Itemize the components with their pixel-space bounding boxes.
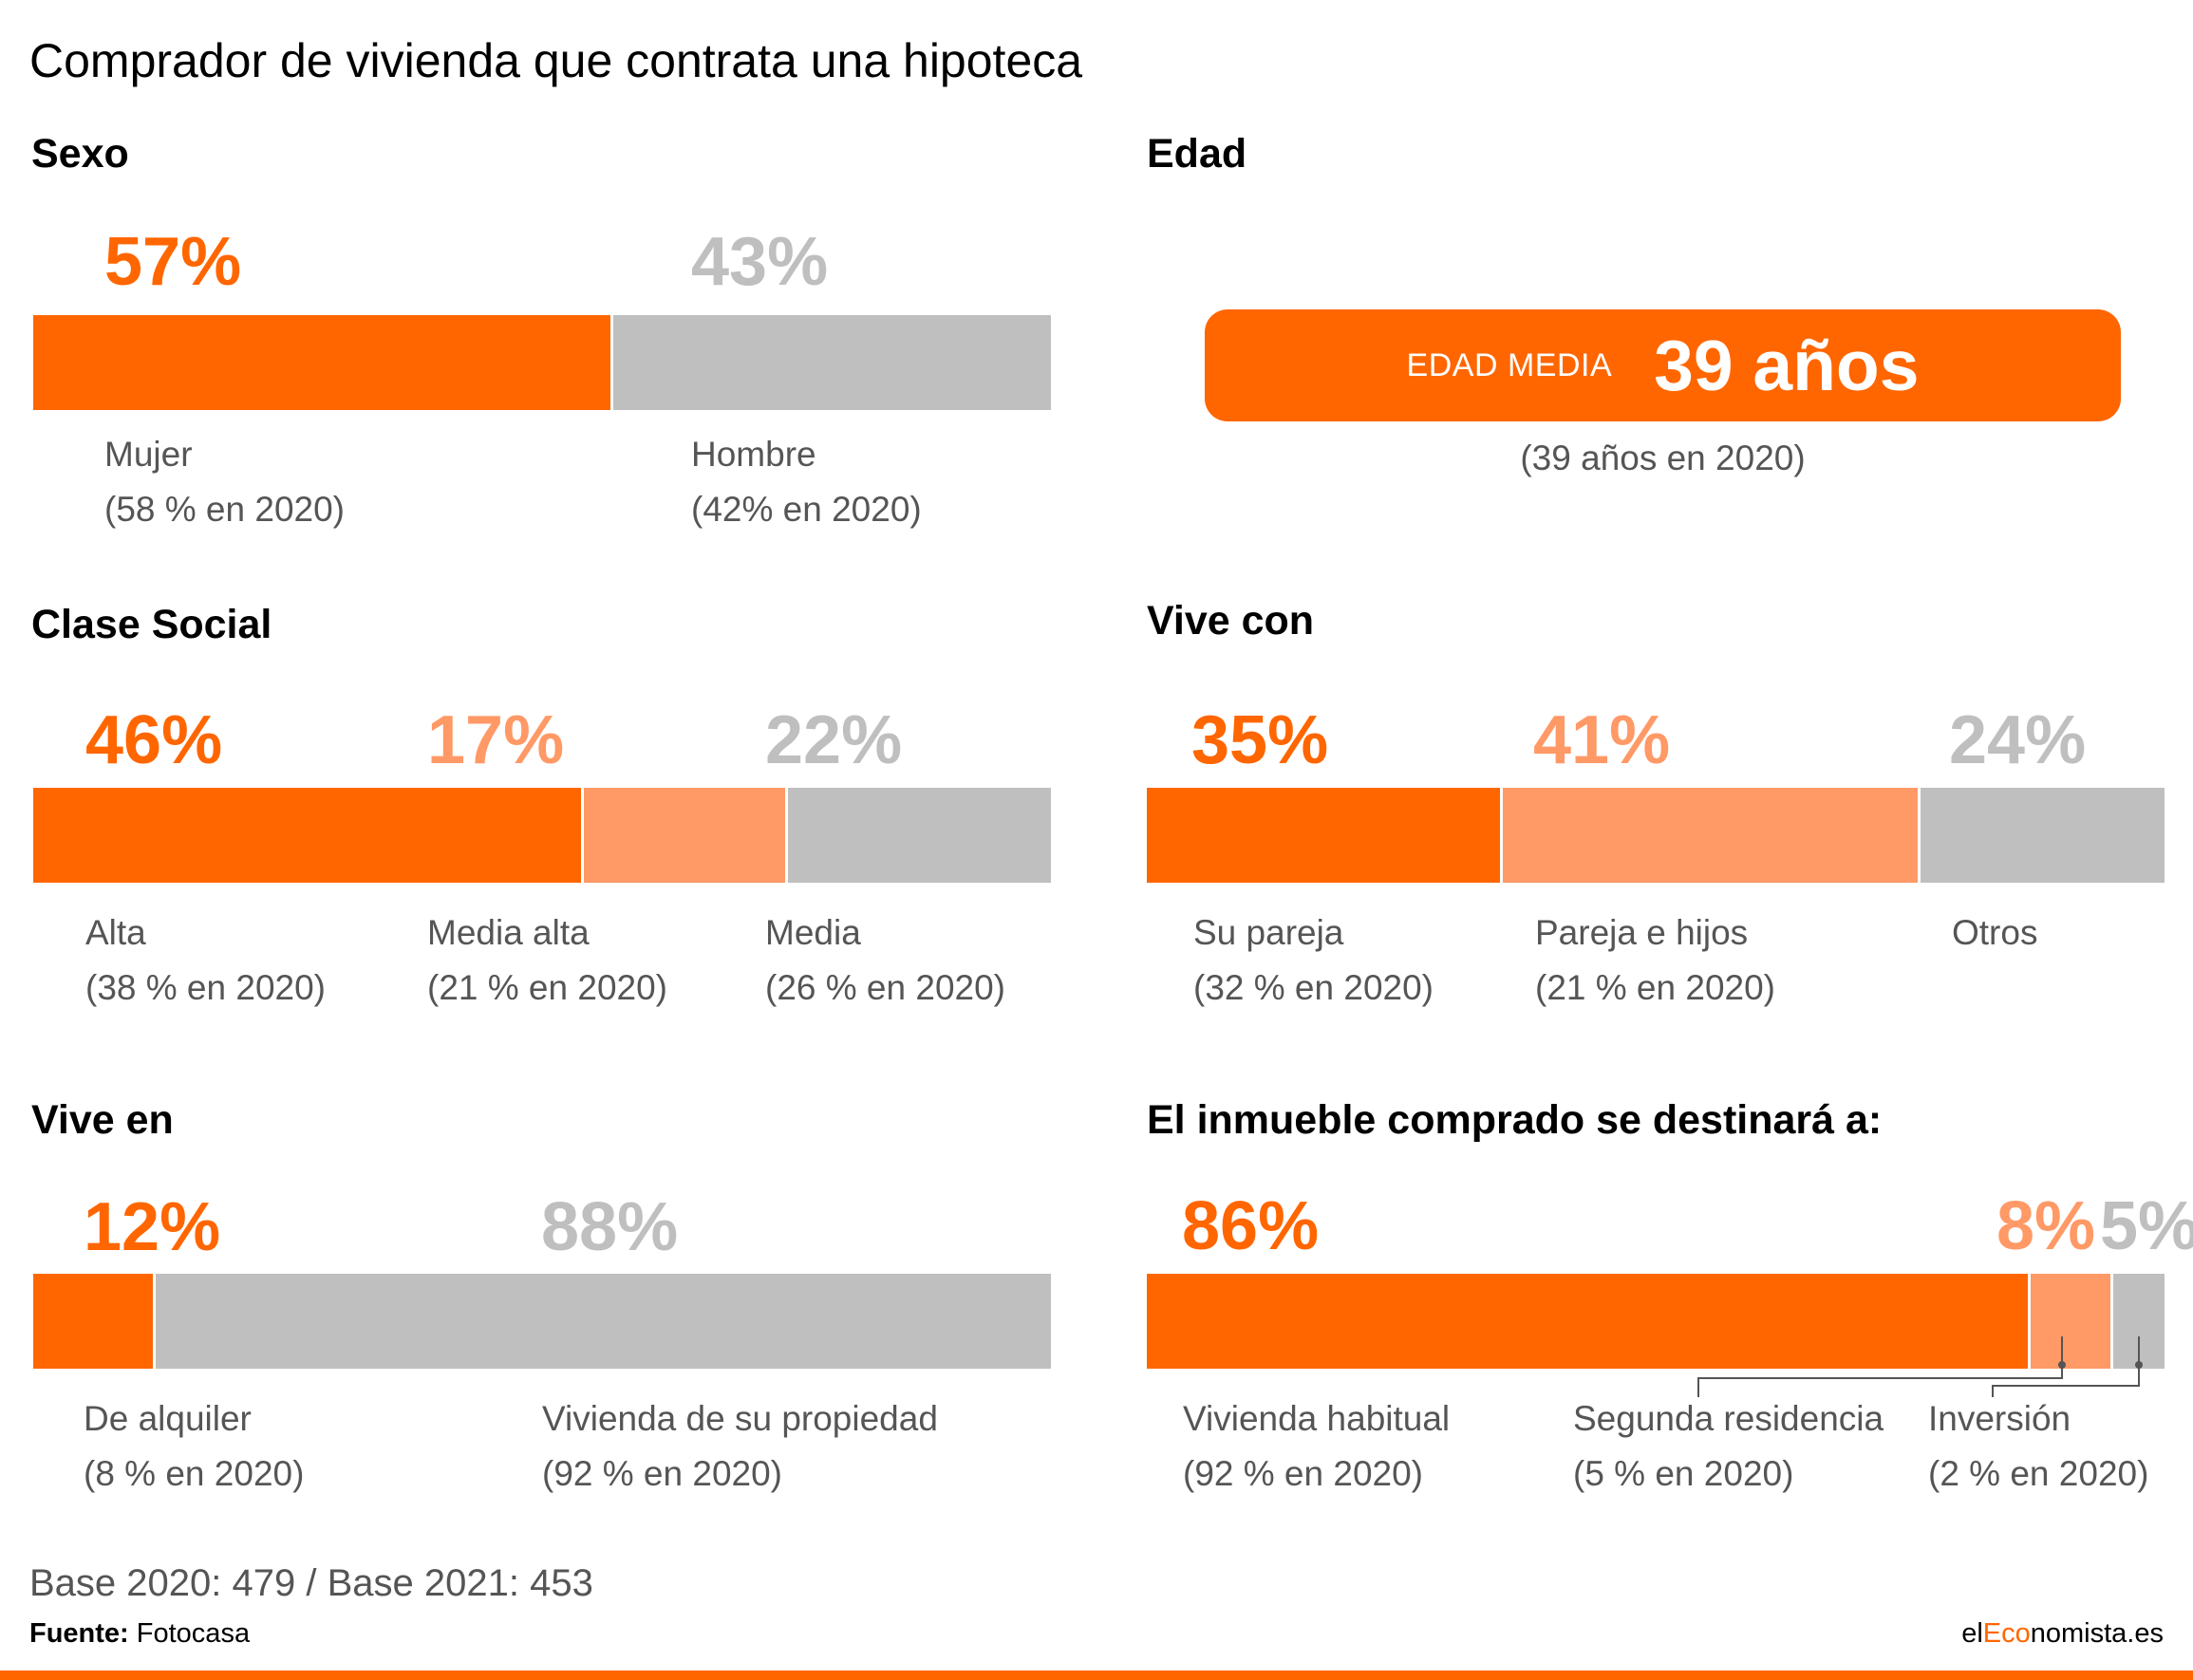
age-caption: EDAD MEDIA	[1406, 346, 1613, 383]
footer-source-value: Fotocasa	[136, 1618, 251, 1649]
vive_en-bar-1	[155, 1274, 1051, 1369]
destino-label-1: Segunda residencia (5 % en 2020)	[1573, 1391, 1884, 1502]
vive_con-label-prev-0: (32 % en 2020)	[1193, 968, 1434, 1007]
destino-label-prev-1: (5 % en 2020)	[1573, 1454, 1794, 1493]
brand-highlight: Eco	[1982, 1618, 2031, 1649]
vive_con-label-name-1: Pareja e hijos	[1535, 913, 1749, 952]
page-title: Comprador de vivienda que contrata una h…	[29, 34, 1083, 87]
sexo-label-prev-1: (42% en 2020)	[691, 490, 922, 529]
vive_con-label-2: Otros	[1952, 905, 2037, 961]
section-title-sexo: Sexo	[31, 131, 129, 177]
destino-bar-1	[2031, 1274, 2110, 1369]
sexo-bar-0	[33, 315, 611, 410]
vive_en-label-name-1: Vivienda de su propiedad	[542, 1399, 938, 1438]
section-title-clase-social: Clase Social	[31, 602, 272, 647]
clase-pct-0: 46%	[85, 702, 223, 778]
age-previous: (39 años en 2020)	[1520, 439, 1806, 477]
section-title-vive-con: Vive con	[1147, 598, 1315, 644]
clase-label-0: Alta (38 % en 2020)	[85, 905, 326, 1016]
leader-inversion	[1992, 1336, 2140, 1397]
sexo-label-0: Mujer (58 % en 2020)	[104, 427, 345, 537]
sexo-label-name-0: Mujer	[104, 435, 193, 474]
brand-post: nomista.es	[2030, 1618, 2164, 1649]
age-pill: EDAD MEDIA 39 años	[1205, 309, 2121, 421]
vive_con-bar-1	[1503, 788, 1918, 883]
vive_con-bar-2	[1920, 788, 2165, 883]
vive_con-pct-1: 41%	[1533, 702, 1671, 778]
vive_con-label-1: Pareja e hijos (21 % en 2020)	[1535, 905, 1775, 1016]
destino-bar-0	[1147, 1274, 2029, 1369]
clase-label-prev-2: (26 % en 2020)	[765, 968, 1006, 1007]
brand-logo: elEconomista.es	[1961, 1618, 2164, 1650]
footer-base: Base 2020: 479 / Base 2021: 453	[29, 1562, 593, 1604]
vive_en-bar-0	[33, 1274, 153, 1369]
vive_en-label-prev-0: (8 % en 2020)	[84, 1454, 305, 1493]
clase-label-2: Media (26 % en 2020)	[765, 905, 1005, 1016]
destino-pct-0: 86%	[1182, 1188, 1320, 1264]
destino-label-prev-0: (92 % en 2020)	[1183, 1454, 1424, 1493]
destino-label-2: Inversión (2 % en 2020)	[1928, 1391, 2148, 1502]
destino-label-name-0: Vivienda habitual	[1183, 1399, 1451, 1438]
vive_en-label-0: De alquiler (8 % en 2020)	[84, 1391, 304, 1502]
clase-label-prev-1: (21 % en 2020)	[427, 968, 668, 1007]
vive_con-label-0: Su pareja (32 % en 2020)	[1193, 905, 1434, 1016]
vive_con-bar-0	[1147, 788, 1501, 883]
section-title-edad: Edad	[1147, 131, 1247, 177]
destino-label-prev-2: (2 % en 2020)	[1928, 1454, 2149, 1493]
vive_con-pct-0: 35%	[1191, 702, 1329, 778]
vive_con-label-name-0: Su pareja	[1193, 913, 1344, 952]
clase-pct-2: 22%	[765, 702, 903, 778]
leader-segunda-residencia	[1697, 1336, 2063, 1397]
vive_en-label-prev-1: (92 % en 2020)	[542, 1454, 783, 1493]
clase-label-name-2: Media	[765, 913, 861, 952]
vive_en-label-1: Vivienda de su propiedad (92 % en 2020)	[542, 1391, 938, 1502]
bottom-rule	[0, 1671, 2193, 1680]
destino-label-name-2: Inversión	[1928, 1399, 2071, 1438]
leader-dot-segunda-residencia	[2058, 1361, 2066, 1369]
vive_en-label-name-0: De alquiler	[84, 1399, 252, 1438]
sexo-pct-1: 43%	[691, 224, 829, 300]
section-title-vive-en: Vive en	[31, 1097, 174, 1143]
sexo-label-prev-0: (58 % en 2020)	[104, 490, 346, 529]
clase-bar-2	[787, 788, 1051, 883]
sexo-label-name-1: Hombre	[691, 435, 816, 474]
vive_con-label-prev-1: (21 % en 2020)	[1535, 968, 1776, 1007]
clase-label-prev-0: (38 % en 2020)	[85, 968, 327, 1007]
vive_en-pct-0: 12%	[84, 1189, 221, 1265]
footer-source: Fuente: Fotocasa	[29, 1618, 250, 1650]
clase-bar-1	[584, 788, 785, 883]
clase-bar-0	[33, 788, 582, 883]
clase-pct-1: 17%	[427, 702, 565, 778]
sexo-label-1: Hombre (42% en 2020)	[691, 427, 922, 537]
age-value: 39 años	[1654, 326, 1920, 405]
vive_con-pct-2: 24%	[1949, 702, 2087, 778]
footer-source-label: Fuente:	[29, 1618, 129, 1649]
destino-pct-1: 8%	[1996, 1188, 2096, 1264]
clase-label-1: Media alta (21 % en 2020)	[427, 905, 667, 1016]
destino-pct-2: 5%	[2100, 1188, 2193, 1264]
sexo-bar-1	[613, 315, 1051, 410]
vive_con-label-name-2: Otros	[1952, 913, 2038, 952]
clase-label-name-1: Media alta	[427, 913, 590, 952]
destino-label-0: Vivienda habitual (92 % en 2020)	[1183, 1391, 1450, 1502]
sexo-pct-0: 57%	[104, 224, 242, 300]
leader-dot-inversion	[2135, 1361, 2143, 1369]
vive_en-pct-1: 88%	[541, 1189, 679, 1265]
clase-label-name-0: Alta	[85, 913, 146, 952]
section-title-destino: El inmueble comprado se destinará a:	[1147, 1097, 1883, 1143]
destino-label-name-1: Segunda residencia	[1573, 1399, 1884, 1438]
brand-pre: el	[1961, 1618, 1983, 1649]
